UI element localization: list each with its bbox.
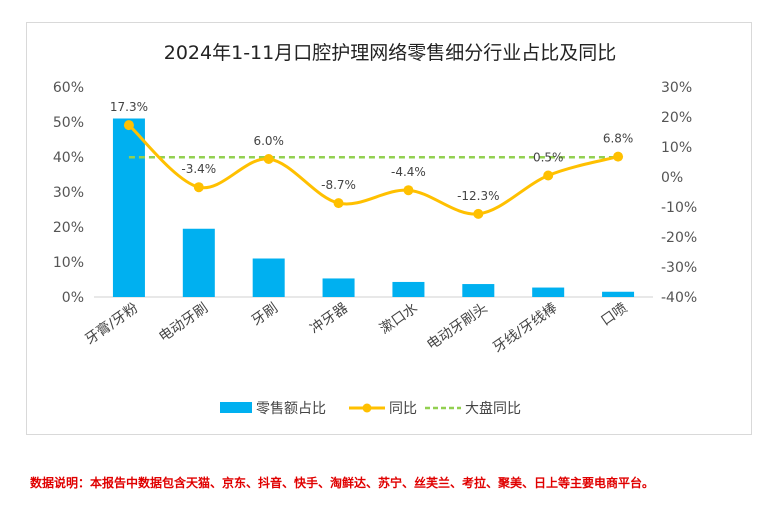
chart-title: 2024年1-11月口腔护理网络零售细分行业占比及同比 (164, 42, 616, 64)
y-left-tick-label: 10% (53, 255, 84, 271)
legend-label-yoy: 同比 (389, 401, 417, 417)
y-left-tick-label: 50% (53, 115, 84, 131)
yoy-point-4 (333, 198, 344, 209)
yoy-data-label: 6.8% (603, 132, 634, 146)
bar-2 (182, 228, 215, 297)
yoy-data-label: -8.7% (321, 178, 356, 192)
legend-label-share: 零售额占比 (256, 401, 326, 417)
yoy-point-8 (613, 151, 624, 162)
legend-swatch-bar (220, 402, 252, 413)
yoy-point-7 (543, 170, 554, 181)
y-right-tick-label: -30% (661, 260, 697, 276)
yoy-data-label: 17.3% (110, 100, 148, 114)
y-left-tick-label: 40% (53, 150, 84, 166)
y-left-tick-label: 60% (53, 80, 84, 96)
yoy-data-label: -12.3% (457, 189, 499, 203)
y-left-tick-label: 0% (62, 290, 84, 306)
y-left-tick-label: 20% (53, 220, 84, 236)
y-right-tick-label: -20% (661, 230, 697, 246)
yoy-point-2 (193, 182, 204, 193)
y-right-tick-label: -10% (661, 200, 697, 216)
data-footnote: 数据说明：本报告中数据包含天猫、京东、抖音、快手、淘鲜达、苏宁、丝芙兰、考拉、聚… (30, 476, 655, 490)
yoy-point-3 (263, 154, 274, 164)
bar-1 (112, 118, 145, 297)
bar-5 (392, 281, 425, 297)
x-category-label: 电动牙刷 (156, 300, 211, 345)
yoy-point-1 (123, 120, 134, 131)
chart-frame: 2024年1-11月口腔护理网络零售细分行业占比及同比 0% 10% 20% 30% 40… (26, 22, 752, 435)
x-category-label: 牙刷 (249, 300, 281, 329)
y-right-tick-label: 20% (661, 110, 692, 126)
bar-8 (602, 291, 635, 297)
y-right-tick-label: 0% (661, 170, 683, 186)
x-category-label: 漱口水 (377, 300, 421, 337)
chart-canvas: 2024年1-11月口腔护理网络零售细分行业占比及同比 0% 10% 20% 30% 40… (53, 42, 697, 417)
legend-marker-yoy (362, 403, 372, 413)
x-category-label: 口喷 (598, 300, 630, 329)
bar-7 (532, 287, 565, 297)
yoy-data-label: 0.5% (533, 151, 564, 165)
x-category-label: 牙线/牙线棒 (490, 300, 560, 356)
legend-label-market: 大盘同比 (465, 400, 521, 417)
y-left-tick-label: 30% (53, 185, 84, 201)
yoy-point-6 (473, 208, 484, 219)
y-right-tick-label: 10% (661, 140, 692, 156)
yoy-data-label: 6.0% (253, 134, 284, 148)
x-category-label: 电动牙刷头 (424, 300, 491, 353)
yoy-point-5 (403, 185, 414, 196)
bar-3 (252, 258, 285, 297)
y-right-tick-label: -40% (661, 290, 697, 306)
x-category-label: 冲牙器 (307, 300, 351, 337)
yoy-data-label: -3.4% (181, 162, 216, 176)
y-right-tick-label: 30% (661, 80, 692, 96)
bar-6 (462, 284, 495, 297)
bar-4 (322, 278, 355, 297)
yoy-data-label: -4.4% (391, 165, 426, 179)
x-category-label: 牙膏/牙粉 (82, 299, 141, 348)
